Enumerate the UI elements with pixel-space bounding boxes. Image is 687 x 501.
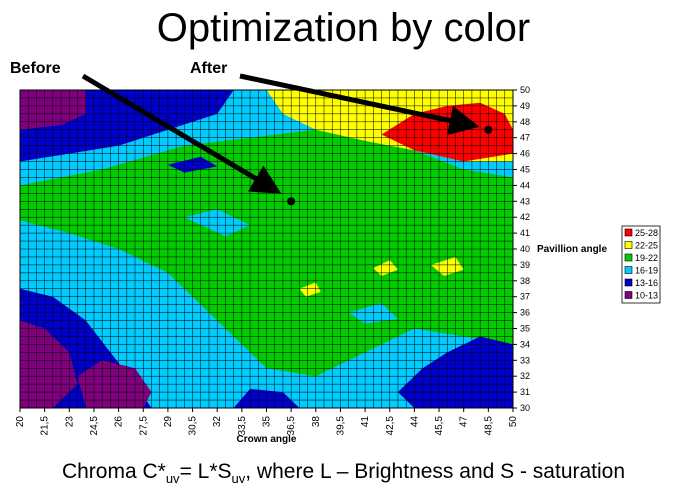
caption: Chroma C*uv= L*Suv, where L – Brightness… — [61, 460, 626, 487]
x-tick-label: 33,5 — [237, 416, 248, 436]
legend-label: 10-13 — [635, 291, 658, 301]
x-tick-label: 41 — [360, 416, 371, 428]
after-label: After — [190, 60, 228, 77]
x-tick-label: 39,5 — [335, 416, 346, 436]
legend-label: 19-22 — [635, 253, 658, 263]
y-tick-label: 33 — [520, 355, 530, 365]
x-tick-label: 45,5 — [434, 416, 445, 436]
x-tick-label: 24,5 — [89, 416, 100, 436]
y-tick-label: 32 — [520, 371, 530, 381]
x-tick-label: 35 — [262, 416, 273, 428]
legend-swatch — [624, 253, 633, 262]
legend-box — [621, 225, 661, 304]
y-tick-label: 30 — [520, 403, 530, 413]
zone-22-25-mid3 — [299, 282, 321, 297]
y-tick-label: 46 — [520, 149, 530, 159]
legend-label: 25-28 — [635, 228, 658, 238]
legend-label: 13-16 — [635, 278, 658, 288]
y-tick-label: 36 — [520, 308, 530, 318]
x-tick-label: 50 — [508, 416, 519, 428]
x-tick-label: 48,5 — [483, 416, 494, 436]
y-tick-label: 44 — [520, 180, 530, 190]
before-point — [287, 197, 296, 206]
x-tick-label: 23 — [64, 416, 75, 428]
y-tick-label: 43 — [520, 196, 530, 206]
y-tick-label: 42 — [520, 212, 530, 222]
x-tick-label: 29 — [163, 416, 174, 428]
x-tick-label: 38 — [311, 416, 322, 428]
x-tick-label: 30,5 — [188, 416, 199, 436]
legend-swatch — [624, 241, 633, 249]
after-arrow — [239, 73, 480, 136]
x-tick-label: 44 — [409, 416, 420, 428]
x-tick-label: 21,5 — [40, 416, 51, 436]
legend-swatch — [624, 228, 633, 237]
x-tick-label: 20 — [15, 416, 26, 428]
before-label: Before — [10, 60, 61, 77]
x-tick-label: 27,5 — [138, 416, 149, 436]
y-tick-label: 39 — [520, 260, 530, 270]
y-tick-label: 45 — [520, 165, 530, 175]
zone-22-25-mid2 — [373, 260, 398, 277]
legend-label: 16-19 — [635, 266, 658, 276]
x-tick-label: 26 — [114, 416, 125, 428]
y-tick-label: 35 — [520, 324, 530, 334]
y-tick-label: 40 — [520, 244, 530, 254]
y-tick-label: 47 — [520, 133, 530, 143]
x-tick-label: 36,5 — [286, 416, 297, 436]
legend-swatch — [624, 266, 633, 274]
x-axis-label: Crown angle — [236, 434, 296, 445]
chart-title: Optimization by color — [156, 6, 531, 50]
legend-swatch — [624, 278, 633, 287]
after-point — [484, 125, 493, 134]
y-tick-label: 41 — [520, 228, 530, 238]
x-tick-label: 32 — [212, 416, 223, 428]
chroma-contour-chart: 20 21,5 23 24,5 26 27,5 29 30,5 32 33,5 35 36,5 38 39… — [15, 73, 661, 445]
y-tick-label: 34 — [520, 339, 530, 349]
before-arrow — [81, 73, 282, 194]
x-tick-label: 42,5 — [385, 416, 396, 436]
y-axis-label: Pavillion angle — [537, 244, 607, 255]
x-tick-label: 47 — [459, 416, 470, 428]
zone-10-13-left — [20, 320, 78, 408]
y-tick-label: 49 — [520, 101, 530, 111]
y-tick-label: 31 — [520, 387, 530, 397]
y-tick-label: 48 — [520, 117, 530, 127]
y-tick-label: 50 — [520, 85, 530, 95]
legend-label: 22-25 — [635, 241, 658, 251]
y-tick-label: 38 — [520, 276, 530, 286]
legend-swatch — [624, 291, 633, 299]
y-tick-label: 37 — [520, 292, 530, 302]
